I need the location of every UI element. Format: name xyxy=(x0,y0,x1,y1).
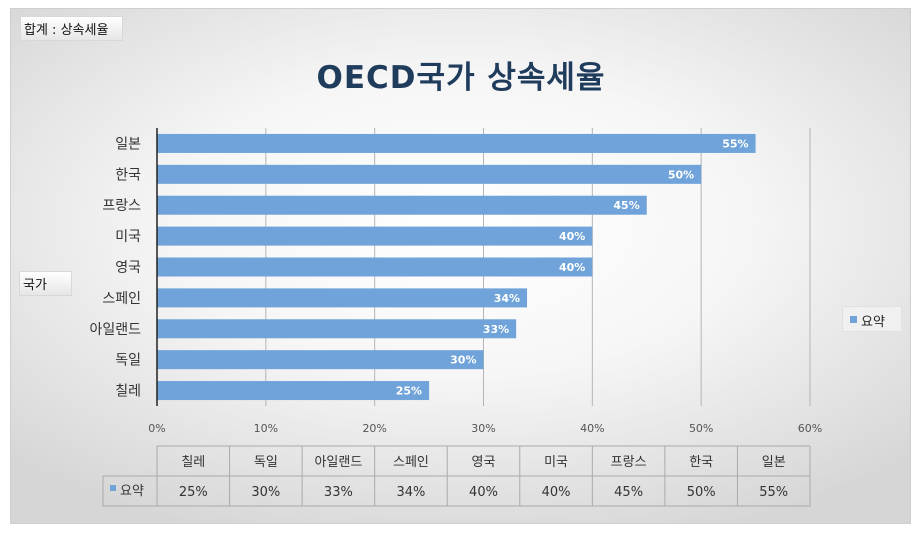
category-label: 한국 xyxy=(115,167,141,183)
x-tick-label: 20% xyxy=(362,422,386,435)
bar xyxy=(157,288,528,308)
data-table-header: 독일 xyxy=(254,455,278,470)
category-label: 칠레 xyxy=(115,384,141,400)
category-label: 영국 xyxy=(115,260,141,276)
x-tick-label: 40% xyxy=(580,422,604,435)
data-table-value: 40% xyxy=(542,485,571,500)
data-table-header: 미국 xyxy=(544,455,568,470)
data-label: 34% xyxy=(494,292,520,305)
data-label: 55% xyxy=(722,137,748,150)
data-table-header: 일본 xyxy=(762,455,786,470)
axis-field-button[interactable]: 국가 xyxy=(19,271,72,296)
x-tick-label: 50% xyxy=(689,422,713,435)
data-table-value: 40% xyxy=(469,485,498,500)
bar xyxy=(157,195,647,215)
data-label: 25% xyxy=(396,385,422,398)
category-label: 아일랜드 xyxy=(89,322,141,338)
data-table-value: 50% xyxy=(687,485,716,500)
category-label: 미국 xyxy=(115,229,141,245)
bar xyxy=(157,350,484,370)
data-label: 45% xyxy=(613,199,639,212)
data-table-header: 스페인 xyxy=(393,455,429,470)
data-table-value: 55% xyxy=(759,485,788,500)
bar xyxy=(157,257,593,277)
x-tick-label: 30% xyxy=(471,422,495,435)
bar xyxy=(157,319,517,339)
legend-swatch xyxy=(850,316,857,323)
category-label: 일본 xyxy=(115,136,141,152)
x-tick-label: 0% xyxy=(148,422,165,435)
data-table-value: 34% xyxy=(396,485,425,500)
bar xyxy=(157,133,756,153)
data-label: 33% xyxy=(483,323,509,336)
data-table-value: 45% xyxy=(614,485,643,500)
data-label: 40% xyxy=(559,261,585,274)
data-label: 50% xyxy=(668,168,694,181)
filter-field-button[interactable]: 합계 : 상속세율 xyxy=(20,16,124,41)
data-label: 40% xyxy=(559,230,585,243)
data-table-legend-swatch xyxy=(110,485,116,491)
bar xyxy=(157,164,702,184)
legend: 요약 xyxy=(842,306,902,332)
bar xyxy=(157,226,593,246)
data-table-header: 프랑스 xyxy=(611,455,647,470)
category-label: 스페인 xyxy=(102,291,141,307)
data-table-header: 아일랜드 xyxy=(314,455,362,470)
bar xyxy=(157,381,430,401)
legend-label: 요약 xyxy=(861,315,885,330)
x-tick-label: 60% xyxy=(798,422,822,435)
chart-title: OECD국가 상속세율 xyxy=(316,60,606,96)
data-label: 30% xyxy=(450,354,476,367)
data-table-value: 33% xyxy=(324,485,353,500)
data-table-header: 칠레 xyxy=(181,455,205,470)
data-table-header: 영국 xyxy=(472,455,496,470)
category-label: 프랑스 xyxy=(102,198,141,214)
data-table-value: 25% xyxy=(179,485,208,500)
data-table-header: 한국 xyxy=(689,455,713,470)
x-tick-label: 10% xyxy=(254,422,278,435)
category-label: 독일 xyxy=(115,353,141,369)
data-table-value: 30% xyxy=(251,485,280,500)
data-table-series-label: 요약 xyxy=(120,484,144,499)
